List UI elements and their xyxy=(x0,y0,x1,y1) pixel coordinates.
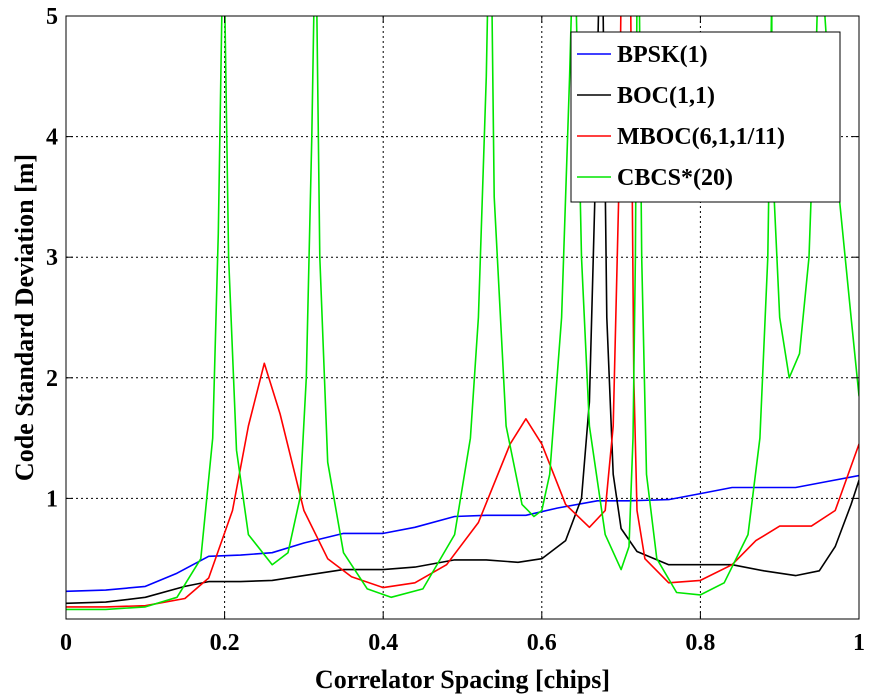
legend-box xyxy=(570,31,841,203)
x-tick-label: 0.4 xyxy=(368,630,398,656)
legend-label: CBCS*(20) xyxy=(617,165,733,191)
x-tick-label: 1 xyxy=(853,630,865,656)
y-tick-label: 4 xyxy=(46,125,58,151)
y-axis-label: Code Standard Deviation [m] xyxy=(10,154,39,481)
x-tick-label: 0.2 xyxy=(210,630,240,656)
x-tick-label: 0.6 xyxy=(527,630,557,656)
legend-label: BPSK(1) xyxy=(617,42,708,68)
y-tick-label: 5 xyxy=(46,4,58,30)
series-line-boc-1-1 xyxy=(66,16,859,605)
legend-label: BOC(1,1) xyxy=(617,83,715,109)
x-tick-label: 0 xyxy=(60,630,72,656)
axis-ticks: 0 0.2 0.4 0.6 0.8 1 1 2 3 4 5 xyxy=(46,4,865,656)
x-tick-label: 0.8 xyxy=(685,630,715,656)
y-tick-label: 1 xyxy=(46,486,58,512)
series-line-bpsk-1 xyxy=(66,474,859,593)
series-line-mboc-6-1-1-11 xyxy=(66,16,859,608)
plot-frame xyxy=(65,15,860,620)
legend: BPSK(1) BOC(1,1) MBOC(6,1,1/11) CBCS*(20) xyxy=(570,31,841,203)
x-axis-label: Correlator Spacing [chips] xyxy=(315,665,610,694)
y-tick-label: 2 xyxy=(46,366,58,392)
y-tick-label: 3 xyxy=(46,245,58,271)
legend-label: MBOC(6,1,1/11) xyxy=(617,124,785,150)
